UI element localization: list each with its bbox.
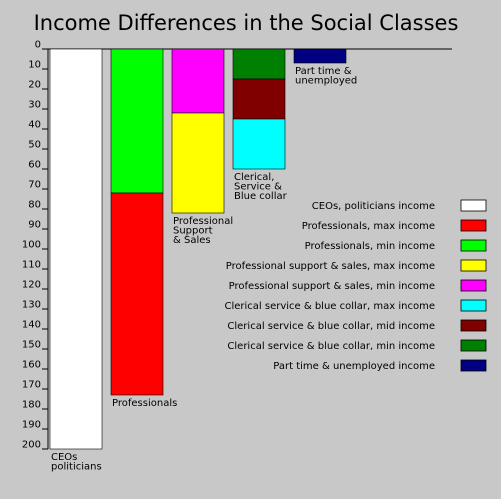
legend-label-pss_max: Professional support & sales, max income bbox=[226, 261, 435, 272]
y-tick-label: 0 bbox=[35, 40, 41, 51]
category-label: CEOs bbox=[51, 452, 77, 463]
y-tick-label: 120 bbox=[22, 280, 41, 291]
bar-segment-ceos bbox=[49, 48, 103, 450]
legend-swatch-pss_max bbox=[460, 259, 487, 272]
category-label: Blue collar bbox=[234, 191, 288, 202]
category-label: Professional bbox=[173, 216, 233, 227]
legend-label-pt: Part time & unemployed income bbox=[273, 361, 435, 372]
bar-segment-pss_min bbox=[171, 48, 225, 114]
bars bbox=[49, 48, 347, 450]
legend-label-prof_max: Professionals, max income bbox=[302, 221, 435, 232]
y-tick-label: 170 bbox=[22, 380, 41, 391]
legend-label-cbc_min: Clerical service & blue collar, min inco… bbox=[227, 341, 435, 352]
legend-swatch-prof_max bbox=[460, 219, 487, 232]
legend-swatch-cbc_min bbox=[460, 339, 487, 352]
legend-swatch-prof_min bbox=[460, 239, 487, 252]
legend-label-pss_min: Professional support & sales, min income bbox=[229, 281, 435, 292]
legend-label-ceos: CEOs, politicians income bbox=[312, 201, 435, 212]
y-tick-label: 10 bbox=[28, 60, 41, 71]
y-tick-label: 40 bbox=[28, 120, 41, 131]
bar-segment-pt bbox=[293, 48, 347, 64]
y-tick-label: 90 bbox=[28, 220, 41, 231]
category-label: & Sales bbox=[173, 235, 211, 246]
y-tick-label: 50 bbox=[28, 140, 41, 151]
legend-swatch-cbc_mid bbox=[460, 319, 487, 332]
y-tick-label: 200 bbox=[22, 440, 41, 451]
category-label: Part time & bbox=[295, 66, 352, 77]
legend-swatch-ceos bbox=[460, 199, 487, 212]
category-label: politicians bbox=[51, 462, 102, 473]
y-tick-label: 130 bbox=[22, 300, 41, 311]
y-tick-label: 160 bbox=[22, 360, 41, 371]
y-tick-label: 60 bbox=[28, 160, 41, 171]
bar-segment-prof_max bbox=[110, 192, 164, 396]
category-label: unemployed bbox=[295, 76, 357, 87]
bar-segment-prof_min bbox=[110, 48, 164, 194]
bar-segment-pss_max bbox=[171, 112, 225, 214]
legend-label-prof_min: Professionals, min income bbox=[305, 241, 435, 252]
category-label: Service & bbox=[234, 182, 282, 193]
legend-label-cbc_max: Clerical service & blue collar, max inco… bbox=[224, 301, 435, 312]
y-tick-label: 30 bbox=[28, 100, 41, 111]
y-tick-label: 70 bbox=[28, 180, 41, 191]
bar-segment-cbc_max bbox=[232, 118, 286, 170]
legend-swatch-cbc_max bbox=[460, 299, 487, 312]
chart-title: Income Differences in the Social Classes bbox=[34, 11, 459, 35]
y-tick-label: 20 bbox=[28, 80, 41, 91]
y-tick-label: 140 bbox=[22, 320, 41, 331]
bar-segment-cbc_min bbox=[232, 48, 286, 80]
y-tick-label: 110 bbox=[22, 260, 41, 271]
y-axis: 0 10 20 30 40 50 60 70 80 90 100 110 120 130 140 150 160… bbox=[22, 40, 452, 451]
legend-swatch-pt bbox=[460, 359, 487, 372]
category-label: Clerical, bbox=[234, 172, 274, 183]
y-tick-label: 150 bbox=[22, 340, 41, 351]
y-tick-label: 180 bbox=[22, 400, 41, 411]
bar-segment-cbc_mid bbox=[232, 78, 286, 120]
legend-swatch-pss_min bbox=[460, 279, 487, 292]
category-label: Support bbox=[173, 226, 213, 237]
y-tick-label: 80 bbox=[28, 200, 41, 211]
legend-label-cbc_mid: Clerical service & blue collar, mid inco… bbox=[227, 321, 435, 332]
legend: CEOs, politicians income Professionals, m… bbox=[224, 199, 487, 372]
y-tick-label: 100 bbox=[22, 240, 41, 251]
y-tick-label: 190 bbox=[22, 420, 41, 431]
category-label: Professionals bbox=[112, 398, 177, 409]
